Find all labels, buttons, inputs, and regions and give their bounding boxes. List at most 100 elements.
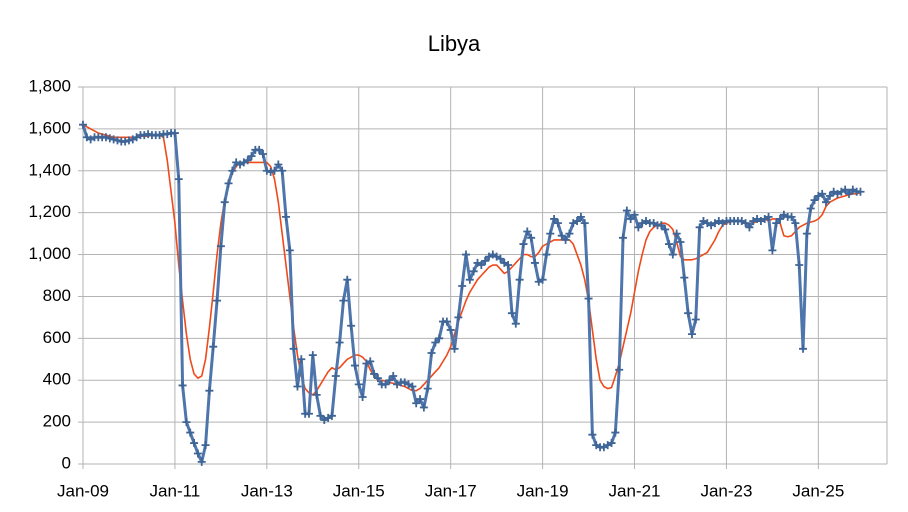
point-marker <box>293 382 302 391</box>
x-tick-label: Jan-09 <box>57 481 109 500</box>
x-tick-label: Jan-25 <box>792 481 844 500</box>
point-marker <box>630 210 639 219</box>
point-marker <box>373 374 382 383</box>
point-marker <box>462 250 470 259</box>
x-tick-label: Jan-19 <box>517 481 569 500</box>
point-marker <box>776 214 785 223</box>
point-marker <box>511 319 520 328</box>
series-line <box>82 123 861 396</box>
point-marker <box>530 258 539 267</box>
y-tick-label: 1,000 <box>28 244 71 263</box>
point-marker <box>423 384 432 393</box>
point-marker <box>190 439 199 448</box>
point-marker <box>113 136 122 145</box>
point-marker <box>684 309 693 318</box>
y-tick-label: 0 <box>62 453 71 472</box>
point-marker <box>385 376 394 385</box>
point-marker <box>542 250 551 259</box>
point-marker <box>281 212 290 221</box>
point-marker <box>419 403 428 412</box>
y-tick-label: 400 <box>43 370 71 389</box>
point-marker <box>561 235 570 244</box>
point-marker <box>140 131 149 140</box>
point-marker <box>193 449 202 458</box>
point-marker <box>772 219 781 228</box>
point-marker <box>680 273 689 282</box>
point-marker <box>799 344 808 353</box>
point-marker <box>818 189 827 198</box>
point-marker <box>255 145 264 154</box>
point-marker <box>220 198 229 207</box>
point-marker <box>546 229 555 238</box>
point-marker <box>469 267 478 276</box>
y-tick-label: 1,400 <box>28 160 71 179</box>
point-marker <box>312 390 321 399</box>
point-marker <box>657 221 666 230</box>
point-marker <box>626 214 635 223</box>
point-marker <box>224 179 233 188</box>
point-marker <box>634 223 643 232</box>
point-marker <box>477 261 486 270</box>
point-marker <box>358 392 367 401</box>
point-marker <box>247 152 256 161</box>
point-marker <box>109 135 118 144</box>
point-marker <box>339 296 348 305</box>
point-marker <box>764 212 773 221</box>
point-marker <box>266 167 275 176</box>
y-tick-label: 200 <box>43 412 71 431</box>
point-marker <box>350 361 359 370</box>
point-marker <box>442 317 451 326</box>
point-marker <box>615 365 624 374</box>
point-marker <box>216 242 225 251</box>
point-marker <box>795 261 804 270</box>
point-marker <box>331 372 340 381</box>
point-marker <box>343 275 352 284</box>
point-marker <box>262 166 271 175</box>
point-marker <box>144 130 153 139</box>
point-marker <box>576 212 585 221</box>
point-marker <box>841 185 850 194</box>
point-marker <box>285 246 294 255</box>
point-marker <box>408 382 417 391</box>
point-marker <box>806 204 815 213</box>
point-marker <box>178 381 187 390</box>
point-marker <box>427 348 436 357</box>
point-marker <box>580 219 589 228</box>
point-marker <box>354 380 363 389</box>
point-marker <box>550 214 559 223</box>
point-marker <box>259 150 268 159</box>
point-marker <box>741 219 750 228</box>
y-tick-label: 800 <box>43 286 71 305</box>
point-marker <box>791 219 800 228</box>
point-marker <box>105 134 114 143</box>
point-marker <box>465 275 474 284</box>
point-marker <box>515 275 524 284</box>
point-marker <box>209 342 218 351</box>
y-tick-label: 1,600 <box>28 118 71 137</box>
x-tick-label: Jan-13 <box>241 481 293 500</box>
point-marker <box>435 334 444 343</box>
point-marker <box>155 131 164 140</box>
point-marker <box>101 133 110 142</box>
point-marker <box>370 369 379 378</box>
point-marker <box>557 231 566 240</box>
point-marker <box>553 219 562 228</box>
point-marker <box>270 166 279 175</box>
point-marker <box>197 457 206 466</box>
x-tick-label: Jan-23 <box>700 481 752 500</box>
point-marker <box>121 137 130 146</box>
point-marker <box>822 198 831 207</box>
point-marker <box>768 246 777 255</box>
point-marker <box>366 357 375 366</box>
point-marker <box>316 411 325 420</box>
point-marker <box>676 237 685 246</box>
point-marker <box>347 321 356 330</box>
point-marker <box>519 240 528 249</box>
point-marker <box>619 233 628 242</box>
point-marker <box>810 196 819 205</box>
point-marker <box>446 325 455 334</box>
point-marker <box>565 229 574 238</box>
point-marker <box>661 225 670 234</box>
